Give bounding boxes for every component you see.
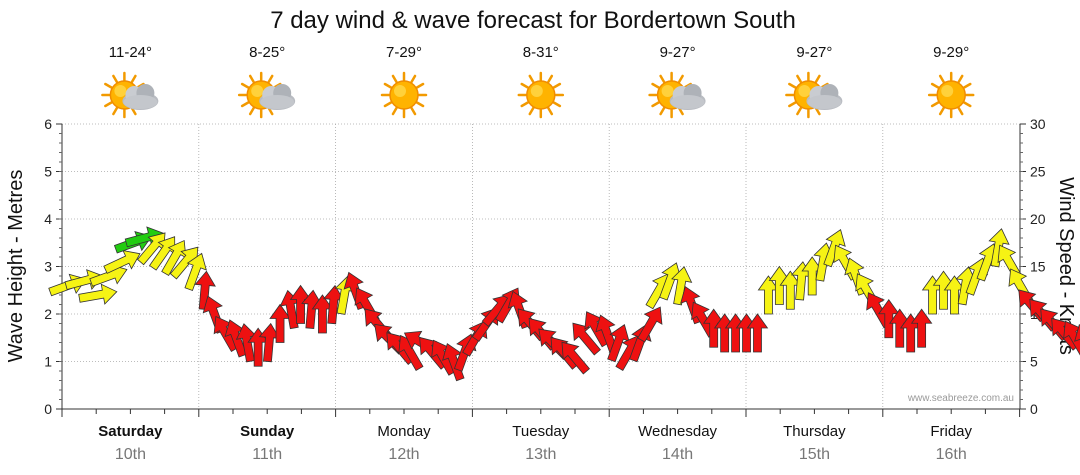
left-tick-label: 0 <box>44 401 52 417</box>
sun-icon <box>380 71 428 119</box>
wind-arrow <box>637 306 663 343</box>
left-tick-label: 3 <box>44 259 52 275</box>
left-tick-label: 6 <box>44 116 52 132</box>
wind-arrow <box>103 250 141 274</box>
right-tick-label: 0 <box>1030 401 1038 417</box>
day-temperatures: 11-24° 8-25° 7-29° 8-31° 9-27° 9-27° 9-29° <box>109 44 969 61</box>
day-temp: 9-27° <box>660 44 696 61</box>
wind-arrow <box>823 228 846 268</box>
right-axis-label: Wind Speed - Knots <box>1055 177 1077 355</box>
left-ticks: 0 1 2 3 4 5 6 <box>44 116 62 417</box>
wind-arrow <box>671 266 693 306</box>
partly-cloudy-sun-icon <box>648 71 706 119</box>
partly-cloudy-sun-icon <box>237 71 296 119</box>
day-temp: 9-29° <box>933 44 969 61</box>
wind-arrows <box>48 226 1080 382</box>
partly-cloudy-sun-icon <box>101 71 159 119</box>
day-name: Tuesday <box>512 423 569 440</box>
chart-title: 7 day wind & wave forecast for Bordertow… <box>270 7 796 34</box>
wind-arrow <box>184 252 207 291</box>
watermark: www.seabreeze.com.au <box>907 393 1014 404</box>
day-name: Thursday <box>783 423 846 440</box>
day-temp: 7-29° <box>386 44 422 61</box>
wind-arrow <box>78 283 118 305</box>
day-date: 12th <box>388 446 419 463</box>
right-tick-label: 30 <box>1030 116 1046 132</box>
day-date: 15th <box>799 446 830 463</box>
sun-icon <box>517 71 565 119</box>
wind-arrow <box>1074 323 1080 363</box>
wind-arrow <box>746 313 769 353</box>
wind-arrow <box>572 322 601 356</box>
sun-icon <box>927 71 975 119</box>
partly-cloudy-sun-icon <box>785 71 843 119</box>
day-temp: 8-25° <box>249 44 285 61</box>
right-ticks: 051015202530 <box>1020 116 1046 417</box>
weather-icons <box>101 71 975 119</box>
day-date: 16th <box>936 446 967 463</box>
day-name: Friday <box>930 423 972 440</box>
day-name: Monday <box>377 423 431 440</box>
right-tick-label: 5 <box>1030 354 1038 370</box>
left-tick-label: 2 <box>44 306 52 322</box>
day-name: Saturday <box>98 423 163 440</box>
day-labels: Saturday 10th Sunday 11th Monday 12th Tuesday 1… <box>98 423 972 463</box>
left-axis-label: Wave Height - Metres <box>5 170 27 363</box>
wind-arrow <box>194 270 216 310</box>
day-date: 14th <box>662 446 693 463</box>
left-tick-label: 1 <box>44 354 52 370</box>
wind-arrow <box>561 341 591 375</box>
right-tick-label: 15 <box>1030 259 1046 275</box>
wind-arrow <box>910 308 933 348</box>
day-date: 11th <box>252 446 282 463</box>
day-date: 10th <box>115 446 146 463</box>
left-tick-label: 5 <box>44 164 52 180</box>
day-temp: 11-24° <box>109 44 152 61</box>
day-date: 13th <box>525 446 556 463</box>
day-temp: 8-31° <box>523 44 559 61</box>
right-tick-label: 20 <box>1030 211 1046 227</box>
day-name: Sunday <box>240 423 295 440</box>
right-tick-label: 25 <box>1030 164 1046 180</box>
grid <box>61 123 1021 417</box>
day-temp: 9-27° <box>796 44 832 61</box>
day-name: Wednesday <box>638 423 717 440</box>
left-tick-label: 4 <box>44 211 52 227</box>
